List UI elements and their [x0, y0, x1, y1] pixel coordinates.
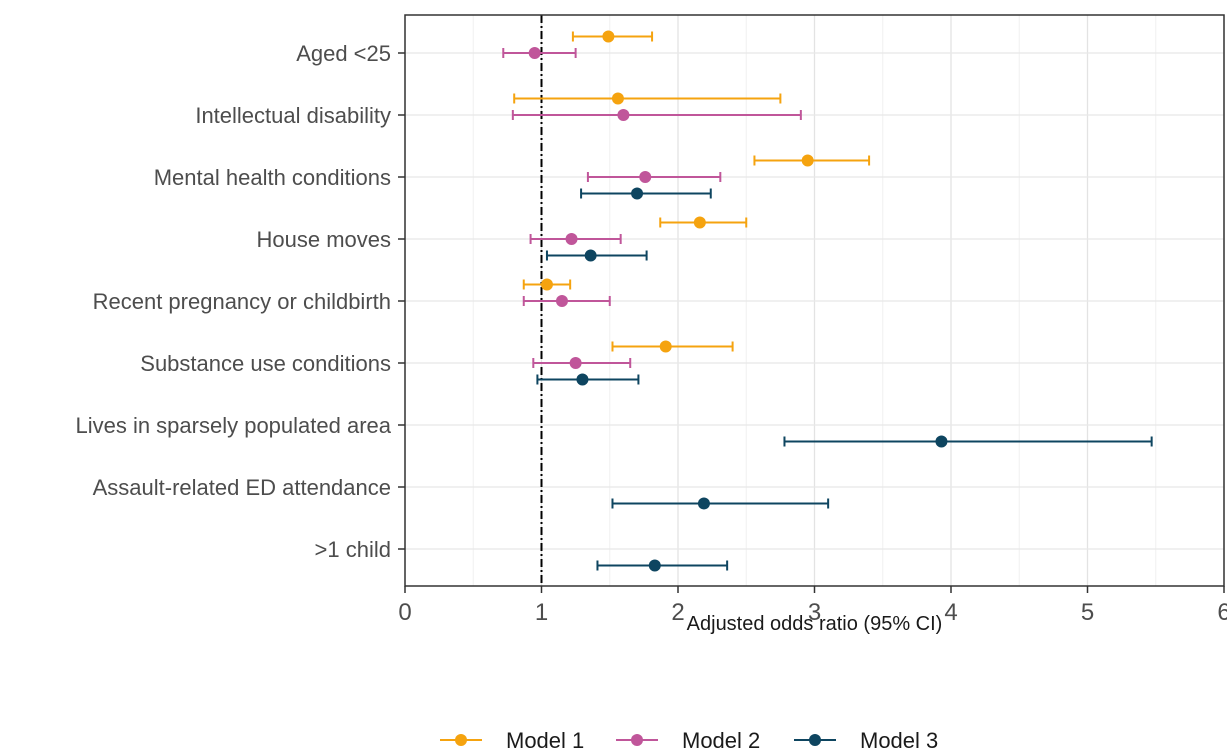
x-tick-label: 6 [1217, 599, 1227, 626]
legend-label: Model 2 [682, 728, 760, 749]
estimate-point [584, 249, 597, 262]
estimate-point [555, 295, 568, 307]
x-tick-label: 2 [671, 599, 684, 626]
estimate-point [611, 92, 624, 105]
estimate-point [576, 373, 589, 386]
category-label: House moves [256, 227, 391, 252]
legend-key-point [455, 734, 467, 746]
category-label: >1 child [315, 537, 391, 562]
estimate-point [648, 559, 661, 572]
x-tick-label: 5 [1081, 599, 1094, 626]
estimate-point [631, 187, 644, 200]
category-label: Mental health conditions [154, 165, 391, 190]
legend-key-point [809, 734, 821, 746]
estimate-point [569, 357, 582, 369]
legend-item: Model 2 [616, 728, 760, 749]
x-axis: 0 1 2 3 4 5 6 [398, 586, 1227, 626]
series-model-2 [502, 47, 802, 369]
category-label: Intellectual disability [195, 103, 391, 128]
category-label: Aged <25 [296, 41, 391, 66]
x-tick-label: 1 [535, 599, 548, 626]
y-axis: Aged <25 Intellectual disability Mental he… [75, 41, 405, 562]
estimate-point [659, 340, 672, 353]
legend-item: Model 1 [440, 728, 584, 749]
estimate-point [602, 30, 615, 43]
category-label: Lives in sparsely populated area [75, 413, 391, 438]
x-tick-label: 3 [808, 599, 821, 626]
x-tick-label: 0 [398, 599, 411, 626]
estimate-point [617, 109, 630, 121]
estimate-point [639, 171, 652, 183]
estimate-point [565, 233, 578, 245]
legend-item: Model 3 [794, 728, 938, 749]
legend: Model 1 Model 2 Model 3 [440, 728, 938, 749]
estimate-point [693, 216, 706, 229]
legend-key-point [631, 734, 643, 746]
legend-label: Model 1 [506, 728, 584, 749]
estimate-point [697, 497, 710, 510]
x-tick-label: 4 [944, 599, 957, 626]
estimate-point [540, 278, 553, 291]
estimate-point [801, 154, 814, 167]
x-axis-title: Adjusted odds ratio (95% CI) [687, 613, 943, 635]
category-label: Recent pregnancy or childbirth [93, 289, 391, 314]
estimate-point [528, 47, 541, 59]
category-label: Substance use conditions [140, 351, 391, 376]
category-label: Assault-related ED attendance [93, 475, 391, 500]
series-model-1 [513, 30, 871, 353]
series-model-3 [536, 187, 1153, 572]
legend-label: Model 3 [860, 728, 938, 749]
estimate-point [935, 435, 948, 448]
chart-marks [502, 30, 1153, 572]
